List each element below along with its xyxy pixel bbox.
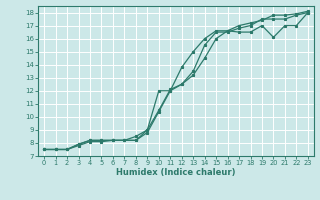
X-axis label: Humidex (Indice chaleur): Humidex (Indice chaleur) [116, 168, 236, 177]
